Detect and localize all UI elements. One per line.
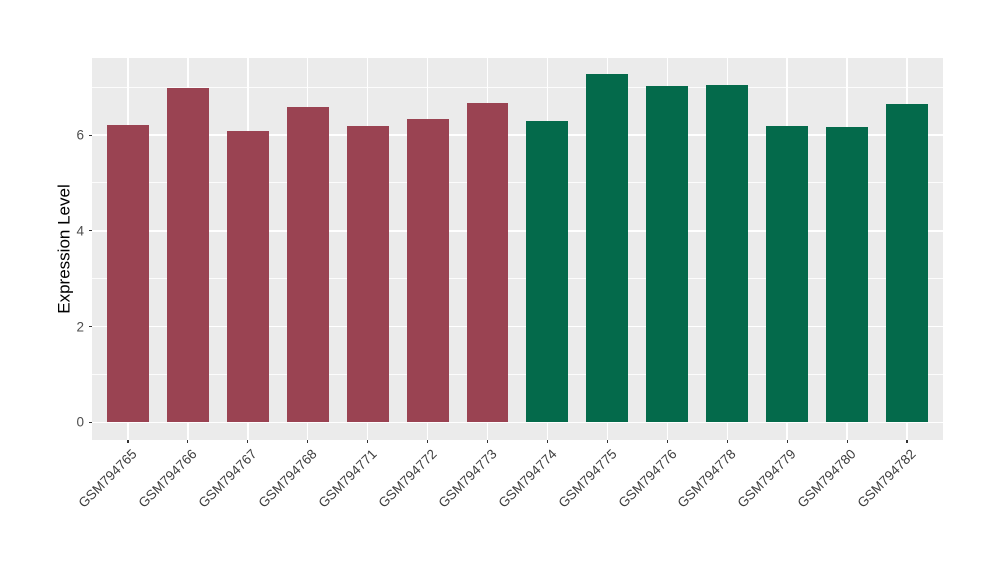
bar-GSM794778 [706, 85, 749, 423]
bar-GSM794766 [166, 87, 209, 423]
bar-GSM794771 [346, 125, 389, 423]
x-tick-mark [786, 440, 788, 443]
y-tick-label: 6 [76, 127, 84, 143]
x-tick-mark [486, 440, 489, 443]
x-tick-label: GSM794778 [674, 446, 740, 511]
bar-GSM794772 [406, 119, 449, 423]
x-tick-label: GSM794776 [615, 446, 680, 511]
y-tick-mark [89, 421, 92, 423]
x-tick-mark [127, 440, 129, 443]
x-tick-label: GSM794765 [75, 446, 140, 511]
bar-GSM794767 [226, 130, 269, 423]
x-tick-label: GSM794767 [195, 446, 260, 511]
bar-GSM794773 [466, 103, 509, 423]
x-tick-mark [247, 440, 249, 443]
gridline-y-major [92, 230, 943, 232]
x-tick-label: GSM794771 [315, 446, 380, 511]
gridline-y-minor [92, 373, 943, 375]
y-tick-mark [89, 326, 92, 328]
x-tick-mark [367, 440, 369, 443]
x-tick-label: GSM794766 [135, 446, 200, 511]
gridline-y-major [92, 134, 943, 136]
x-tick-label: GSM794772 [375, 446, 440, 511]
y-tick-label: 2 [76, 318, 84, 334]
y-axis-title: Expression Level [54, 184, 74, 314]
gridline-y-major [92, 325, 943, 328]
x-tick-label: GSM794780 [794, 446, 860, 511]
x-tick-label: GSM794779 [734, 446, 800, 511]
x-tick-label: GSM794774 [495, 446, 560, 511]
bar-GSM794765 [106, 124, 149, 423]
x-tick-mark [666, 440, 668, 443]
gridline-y-minor [92, 182, 943, 184]
bar-GSM794774 [526, 121, 569, 423]
y-tick-mark [89, 134, 92, 136]
x-tick-label: GSM794773 [435, 446, 500, 511]
y-tick-label: 0 [76, 414, 84, 430]
bar-GSM794782 [886, 103, 928, 423]
gridline-y-minor [92, 86, 943, 88]
x-tick-mark [187, 440, 189, 443]
bar-GSM794776 [646, 85, 689, 423]
bar-GSM794780 [826, 126, 869, 423]
bar-GSM794779 [766, 125, 809, 423]
y-tick-label: 4 [76, 223, 84, 239]
x-tick-mark [307, 440, 309, 443]
bar-GSM794775 [586, 74, 629, 423]
gridline-y-major [92, 421, 943, 424]
x-tick-mark [546, 440, 549, 443]
bar-GSM794768 [286, 107, 329, 423]
y-tick-mark [89, 230, 92, 232]
x-tick-label: GSM794775 [555, 446, 620, 511]
x-tick-mark [726, 440, 728, 443]
x-tick-mark [906, 440, 908, 443]
plot-panel [92, 58, 943, 440]
gridline-y-minor [92, 278, 943, 280]
x-tick-label: GSM794768 [255, 446, 320, 511]
x-tick-label: GSM794782 [854, 446, 919, 511]
x-tick-mark [427, 440, 429, 443]
x-tick-mark [606, 440, 608, 443]
x-tick-mark [846, 440, 848, 443]
